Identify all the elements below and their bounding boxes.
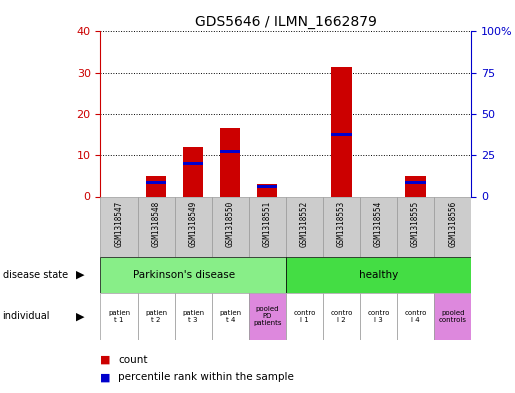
Text: individual: individual — [3, 311, 50, 321]
Bar — [138, 293, 175, 340]
Bar — [257, 184, 278, 196]
Bar — [257, 185, 278, 187]
Text: GSM1318549: GSM1318549 — [188, 201, 198, 247]
Bar — [100, 257, 286, 293]
Text: GSM1318550: GSM1318550 — [226, 201, 235, 247]
Bar — [249, 196, 286, 257]
Text: contro
l 2: contro l 2 — [330, 310, 353, 323]
Text: ▶: ▶ — [76, 311, 84, 321]
Bar — [212, 293, 249, 340]
Text: Parkinson's disease: Parkinson's disease — [133, 270, 235, 280]
Bar — [405, 181, 426, 184]
Bar — [397, 196, 434, 257]
Bar — [323, 196, 360, 257]
Bar — [183, 147, 203, 196]
Bar — [175, 196, 212, 257]
Bar — [331, 133, 352, 136]
Title: GDS5646 / ILMN_1662879: GDS5646 / ILMN_1662879 — [195, 15, 377, 29]
Text: pooled
PD
patients: pooled PD patients — [253, 307, 282, 326]
Text: patien
t 1: patien t 1 — [108, 310, 130, 323]
Text: disease state: disease state — [3, 270, 67, 280]
Text: patien
t 3: patien t 3 — [182, 310, 204, 323]
Bar — [286, 293, 323, 340]
Bar — [146, 176, 166, 196]
Bar — [286, 196, 323, 257]
Bar — [360, 293, 397, 340]
Text: pooled
controls: pooled controls — [439, 310, 467, 323]
Bar — [323, 293, 360, 340]
Text: patien
t 4: patien t 4 — [219, 310, 241, 323]
Bar — [220, 129, 241, 196]
Bar — [220, 150, 241, 152]
Text: GSM1318553: GSM1318553 — [337, 201, 346, 247]
Text: ■: ■ — [100, 354, 111, 365]
Bar — [405, 176, 426, 196]
Text: GSM1318551: GSM1318551 — [263, 201, 272, 247]
Bar — [331, 66, 352, 196]
Text: contro
l 1: contro l 1 — [293, 310, 316, 323]
Text: patien
t 2: patien t 2 — [145, 310, 167, 323]
Bar — [138, 196, 175, 257]
Bar — [175, 293, 212, 340]
Text: percentile rank within the sample: percentile rank within the sample — [118, 372, 295, 382]
Text: GSM1318552: GSM1318552 — [300, 201, 309, 247]
Text: GSM1318555: GSM1318555 — [411, 201, 420, 247]
Text: contro
l 3: contro l 3 — [367, 310, 390, 323]
Bar — [212, 196, 249, 257]
Bar — [100, 293, 138, 340]
Text: contro
l 4: contro l 4 — [404, 310, 427, 323]
Bar — [360, 196, 397, 257]
Bar — [249, 293, 286, 340]
Bar — [286, 257, 471, 293]
Bar — [397, 293, 434, 340]
Bar — [434, 293, 471, 340]
Text: ■: ■ — [100, 372, 111, 382]
Bar — [434, 196, 471, 257]
Bar — [183, 162, 203, 165]
Bar — [146, 181, 166, 184]
Text: healthy: healthy — [359, 270, 398, 280]
Text: GSM1318548: GSM1318548 — [151, 201, 161, 247]
Text: GSM1318556: GSM1318556 — [448, 201, 457, 247]
Text: GSM1318547: GSM1318547 — [114, 201, 124, 247]
Text: ▶: ▶ — [76, 270, 84, 280]
Text: count: count — [118, 354, 148, 365]
Bar — [100, 196, 138, 257]
Text: GSM1318554: GSM1318554 — [374, 201, 383, 247]
